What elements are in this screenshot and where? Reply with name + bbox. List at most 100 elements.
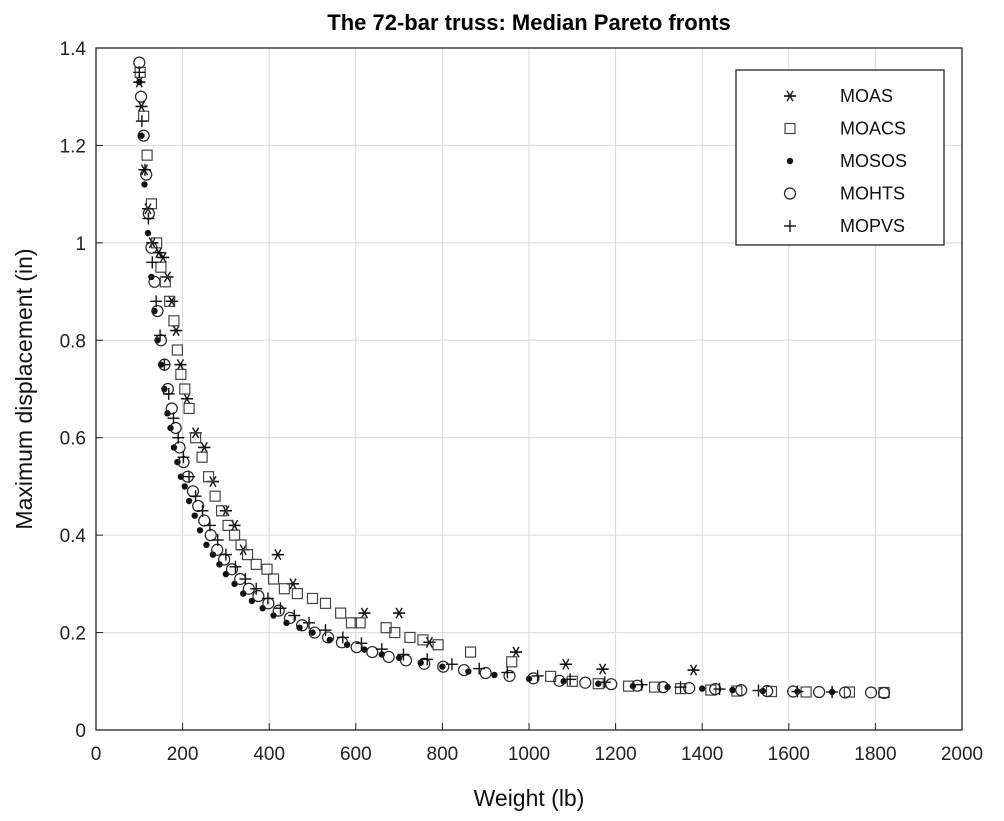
point-mohts: [813, 685, 826, 699]
point-mosos: [144, 229, 152, 237]
point-mosos: [138, 132, 145, 139]
point-moas: [198, 441, 211, 454]
point-mohts: [225, 563, 239, 576]
point-mopvs: [713, 683, 726, 696]
point-moacs: [228, 529, 241, 541]
point-mohts: [735, 683, 748, 697]
point-mosos: [309, 629, 316, 636]
point-mopvs: [752, 684, 765, 697]
series-mopvs: [133, 66, 839, 699]
point-mosos: [196, 527, 204, 534]
data-points: [133, 56, 891, 700]
point-mohts: [366, 645, 379, 659]
y-tick-label: 0: [75, 721, 86, 742]
point-mohts: [350, 641, 363, 654]
point-mohts: [877, 686, 891, 700]
point-moacs: [241, 549, 254, 561]
y-tick-label: 1.4: [60, 39, 87, 60]
point-moas: [157, 251, 170, 264]
point-mohts: [527, 672, 540, 685]
point-mopvs: [421, 653, 434, 666]
point-mohts: [864, 686, 878, 699]
point-mohts: [204, 529, 217, 542]
point-moas: [219, 505, 232, 517]
point-moas: [687, 664, 700, 676]
point-mopvs: [172, 431, 185, 444]
y-axis-label: Maximum displacement (in): [11, 248, 37, 529]
point-mohts: [272, 604, 285, 617]
point-mopvs: [162, 387, 175, 400]
point-mohts: [134, 90, 148, 103]
x-tick-label: 1400: [681, 744, 723, 765]
point-moacs: [354, 617, 366, 629]
x-tick-label: 200: [167, 744, 199, 765]
point-moas: [559, 658, 572, 670]
point-moacs: [261, 563, 273, 575]
point-mosos: [222, 570, 230, 578]
x-tick-label: 800: [427, 744, 459, 765]
legend-label-mopvs: MOPVS: [840, 216, 905, 236]
point-mosos: [181, 483, 188, 490]
point-mopvs: [203, 519, 216, 532]
point-mopvs: [826, 686, 839, 699]
legend-marker-mosos: [786, 157, 794, 165]
point-mosos: [136, 78, 143, 86]
point-mopvs: [336, 631, 349, 644]
point-moacs: [209, 490, 221, 502]
point-mopvs: [261, 592, 274, 605]
point-mosos: [361, 646, 368, 653]
point-mohts: [479, 666, 492, 680]
point-mopvs: [375, 643, 388, 656]
point-mopvs: [135, 115, 148, 128]
legend-marker-mopvs: [784, 220, 796, 232]
x-tick-label: 600: [340, 744, 372, 765]
point-moacs: [235, 539, 247, 551]
point-moas: [393, 607, 406, 619]
point-mosos: [209, 551, 217, 558]
legend: MOAS MOACS MOSOS MOHTS MOPVS: [735, 69, 945, 246]
point-moas: [358, 607, 371, 619]
y-tick-label: 0.6: [60, 429, 86, 450]
point-mohts: [173, 441, 186, 454]
point-moacs: [648, 681, 661, 693]
x-tick-label: 1200: [594, 744, 636, 765]
point-moacs: [389, 626, 401, 639]
point-mohts: [169, 421, 182, 435]
point-mopvs: [564, 673, 577, 686]
point-moas: [271, 549, 284, 561]
x-tick-label: 1800: [854, 744, 896, 765]
point-moacs: [345, 617, 358, 629]
point-mosos: [203, 541, 210, 549]
point-mosos: [729, 686, 736, 694]
point-mopvs: [355, 637, 368, 650]
axis-ticks: 0 200 400 600 800 1000 1200 1400 1600 1800 2000 0 0.…: [60, 39, 984, 765]
point-mosos: [439, 663, 446, 670]
point-mopvs: [142, 212, 155, 225]
point-mopvs: [219, 548, 232, 561]
point-moacs: [278, 583, 290, 595]
point-mohts: [838, 686, 852, 699]
x-axis-label: Weight (lb): [474, 785, 585, 811]
point-mopvs: [397, 648, 410, 661]
x-tick-label: 1600: [768, 744, 810, 765]
point-mohts: [457, 663, 471, 677]
point-moacs: [566, 675, 578, 687]
point-mosos: [191, 512, 198, 519]
point-mohts: [145, 241, 158, 254]
point-mohts: [503, 669, 516, 683]
point-moacs: [843, 686, 856, 698]
point-mopvs: [473, 662, 486, 675]
legend-label-moas: MOAS: [840, 86, 893, 106]
point-moacs: [291, 587, 303, 600]
point-mosos: [699, 685, 706, 692]
chart-title: The 72-bar truss: Median Pareto fronts: [327, 10, 730, 35]
legend-box: [735, 69, 945, 246]
point-mopvs: [288, 609, 301, 622]
point-moacs: [196, 451, 208, 463]
point-mopvs: [250, 582, 263, 595]
point-mohts: [151, 304, 164, 318]
point-mohts: [605, 678, 618, 691]
point-mopvs: [211, 534, 224, 547]
point-mopvs: [138, 163, 151, 176]
point-mosos: [595, 680, 602, 687]
